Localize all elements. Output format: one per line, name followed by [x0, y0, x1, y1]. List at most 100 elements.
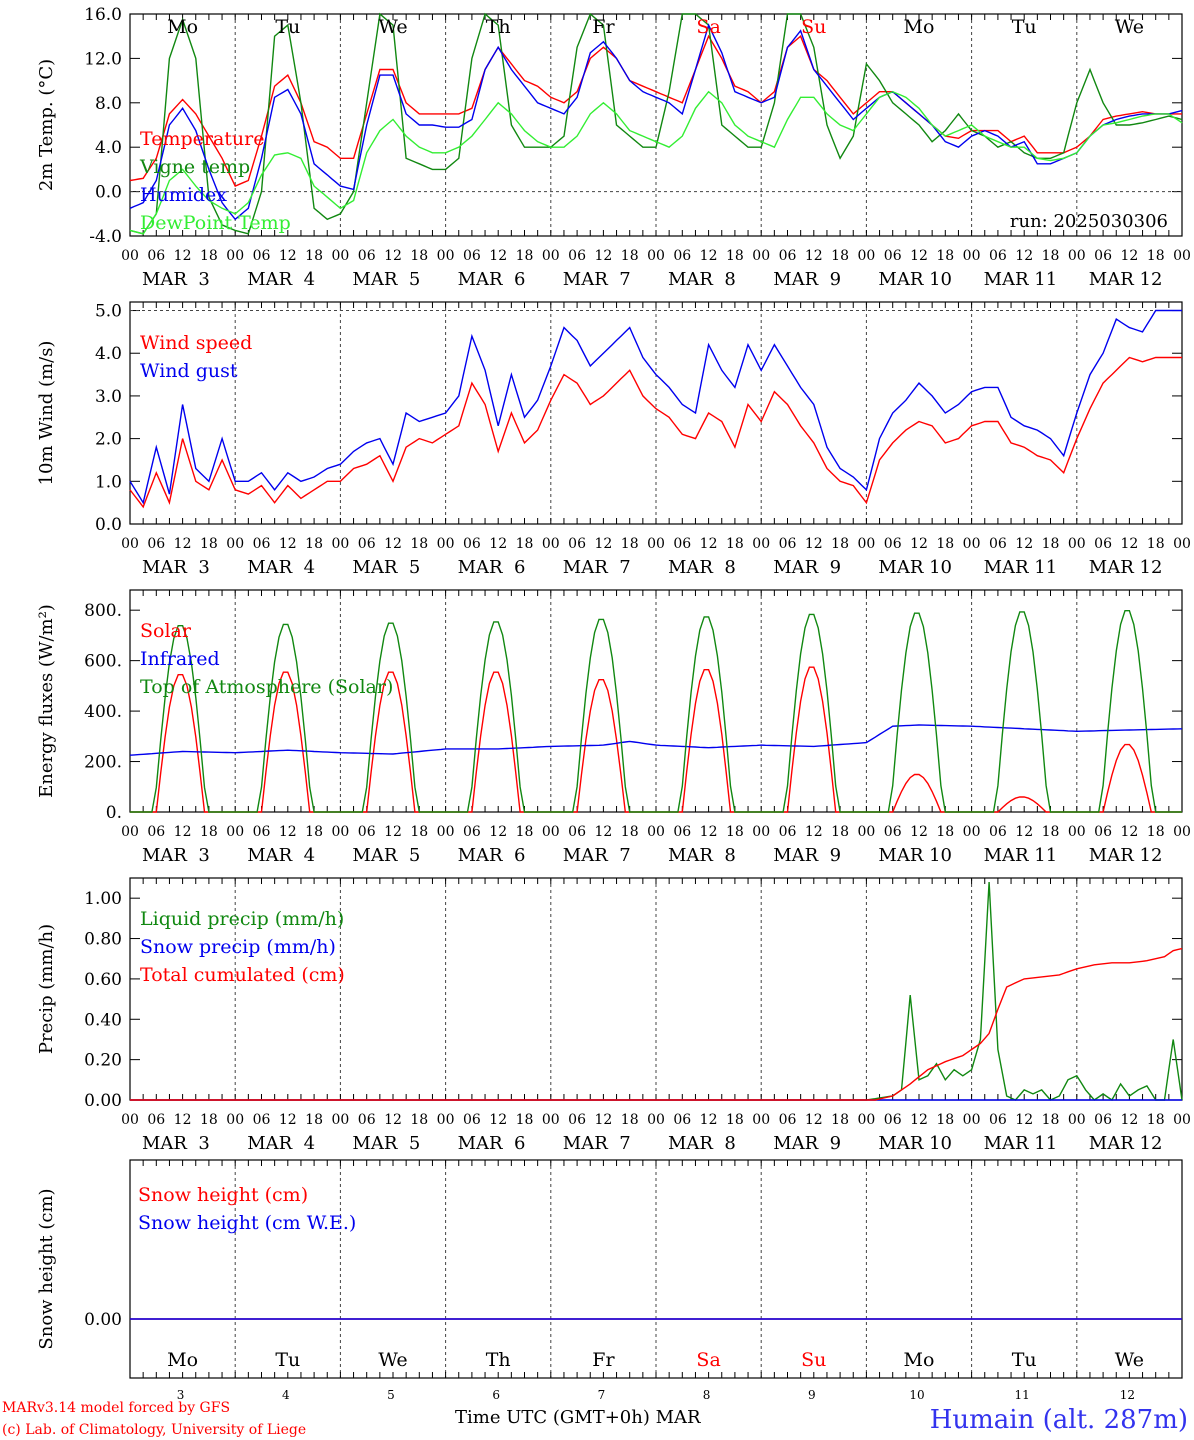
legend-entry: Top of Atmosphere (Solar)	[140, 676, 393, 698]
x-hour-label: 00	[331, 824, 349, 840]
x-hour-label: 18	[410, 1112, 428, 1128]
y-tick-label: 5.0	[95, 302, 122, 322]
day-name: Th	[486, 16, 511, 38]
x-hour-label: 00	[1068, 248, 1086, 264]
x-hour-label: 18	[726, 1112, 744, 1128]
x-hour-label: 12	[1120, 824, 1138, 840]
legend-entry: Snow height (cm)	[138, 1184, 308, 1206]
x-hour-label: 12	[174, 536, 192, 552]
x-hour-label: 18	[1042, 536, 1060, 552]
x-hour-label: 00	[437, 248, 455, 264]
x-hour-label: 00	[437, 824, 455, 840]
x-hour-label: 18	[516, 1112, 534, 1128]
x-hour-label: 06	[147, 824, 165, 840]
day-number: 12	[1120, 1388, 1135, 1402]
x-hour-label: 12	[1015, 824, 1033, 840]
x-date-label: MAR 3	[142, 269, 210, 290]
x-date-label: MAR 4	[247, 557, 315, 578]
x-date-label: MAR 5	[352, 557, 420, 578]
x-hour-label: 00	[752, 824, 770, 840]
x-hour-label: 12	[489, 1112, 507, 1128]
x-date-label: MAR 8	[668, 269, 736, 290]
x-hour-label: 00	[226, 536, 244, 552]
y-axis-label: Precip (mm/h)	[36, 924, 57, 1054]
x-hour-label: 06	[779, 824, 797, 840]
x-hour-label: 12	[594, 536, 612, 552]
panel-2: 0.0 1.0 2.0 3.0 4.0 5.0 10m Wind (m/s) Wind spe…	[36, 301, 1191, 578]
x-hour-label: 18	[1147, 248, 1165, 264]
x-date-label: MAR 8	[668, 1133, 736, 1154]
x-date-label: MAR 3	[142, 557, 210, 578]
x-hour-label: 18	[831, 536, 849, 552]
y-tick-label: 0.0	[95, 183, 122, 203]
x-hour-label: 06	[147, 248, 165, 264]
series-line	[130, 610, 1182, 813]
x-hour-label: 00	[437, 1112, 455, 1128]
legend-entry: Vigne temp	[139, 156, 250, 178]
x-date-label: MAR 9	[773, 557, 841, 578]
x-hour-label: 06	[884, 1112, 902, 1128]
x-hour-label: 12	[700, 536, 718, 552]
x-hour-label: 06	[989, 824, 1007, 840]
x-hour-label: 18	[726, 824, 744, 840]
legend-entry: Total cumulated (cm)	[140, 964, 345, 986]
day-name: Sa	[696, 1349, 720, 1371]
x-date-label: MAR 3	[142, 1133, 210, 1154]
x-hour-label: 12	[700, 1112, 718, 1128]
x-hour-label: 12	[174, 824, 192, 840]
x-hour-label: 00	[1173, 824, 1191, 840]
x-hour-label: 00	[121, 248, 139, 264]
x-hour-label: 06	[568, 536, 586, 552]
y-tick-label: 4.0	[95, 138, 122, 158]
x-hour-label: 18	[516, 824, 534, 840]
x-hour-label: 12	[1120, 1112, 1138, 1128]
x-hour-label: 12	[805, 536, 823, 552]
x-hour-label: 12	[1120, 248, 1138, 264]
x-date-label: MAR 12	[1089, 269, 1163, 290]
x-date-label: MAR 5	[352, 269, 420, 290]
day-name-row-bottom: Mo 3 Tu 4 We 5 Th 6 Fr 7 Sa 8 Su 9 Mo 10 Tu 11 We 12	[167, 1349, 1144, 1402]
y-tick-label: -4.0	[89, 227, 122, 247]
x-hour-label: 06	[253, 248, 271, 264]
x-hour-label: 12	[174, 1112, 192, 1128]
x-hour-label: 06	[253, 1112, 271, 1128]
day-name: Sa	[696, 16, 720, 38]
legend-entry: DewPoint Temp	[140, 212, 291, 234]
x-hour-label: 18	[726, 248, 744, 264]
y-tick-label: 0.00	[84, 1310, 122, 1330]
x-hour-label: 12	[1120, 536, 1138, 552]
x-hour-label: 12	[489, 824, 507, 840]
x-hour-label: 00	[857, 536, 875, 552]
legend-entry: Temperature	[140, 128, 264, 150]
x-hour-label: 00	[647, 824, 665, 840]
x-hour-label: 12	[279, 248, 297, 264]
x-hour-label: 12	[700, 824, 718, 840]
x-hour-label: 00	[542, 1112, 560, 1128]
panel-4: 0.00 0.20 0.40 0.60 0.80 1.00 Precip (mm/h) Liq…	[36, 877, 1191, 1154]
x-date-label: MAR 12	[1089, 1133, 1163, 1154]
x-hour-label: 18	[936, 248, 954, 264]
y-axis-label: 10m Wind (m/s)	[36, 341, 57, 486]
x-date-label: MAR 11	[984, 845, 1058, 866]
x-date-label: MAR 10	[878, 845, 952, 866]
y-tick-label: 800.	[84, 601, 122, 621]
x-hour-label: 12	[1015, 1112, 1033, 1128]
x-hour-label: 06	[884, 248, 902, 264]
x-hour-label: 00	[437, 536, 455, 552]
series-line	[129, 90, 1183, 235]
x-hour-label: 18	[1147, 1112, 1165, 1128]
x-hour-label: 06	[673, 248, 691, 264]
x-hour-label: 18	[305, 1112, 323, 1128]
x-hour-label: 18	[1042, 248, 1060, 264]
model-credit: MARv3.14 model forced by GFS	[2, 1400, 230, 1416]
x-date-label: MAR 7	[563, 269, 631, 290]
legend-entry: Snow height (cm W.E.)	[138, 1212, 356, 1234]
x-hour-label: 06	[673, 824, 691, 840]
series-line	[129, 23, 1183, 221]
day-name: We	[1115, 1349, 1144, 1371]
day-name: Tu	[275, 1349, 300, 1371]
x-hour-label: 12	[594, 824, 612, 840]
x-hour-label: 06	[1094, 1112, 1112, 1128]
x-hour-label: 06	[779, 1112, 797, 1128]
x-hour-label: 12	[910, 824, 928, 840]
